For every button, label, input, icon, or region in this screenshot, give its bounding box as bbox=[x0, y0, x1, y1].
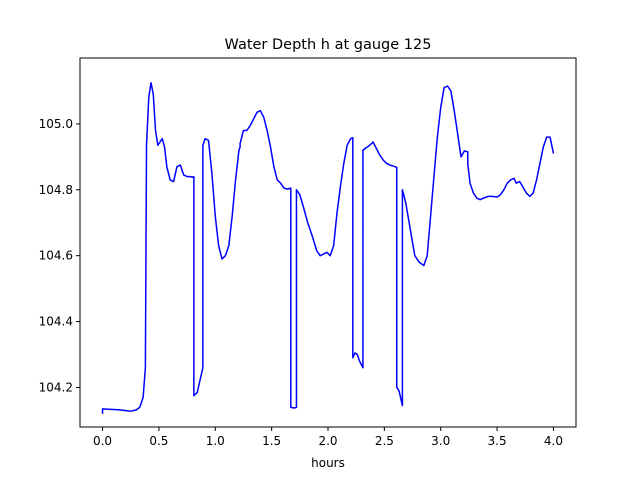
y-tick-label: 104.2 bbox=[39, 380, 73, 394]
y-tick-label: 104.4 bbox=[39, 315, 73, 329]
y-tick-label: 105.0 bbox=[39, 117, 73, 131]
x-axis: 0.0 0.5 1.0 1.5 2.0 2.5 3.0 3.5 4.0 bbox=[93, 427, 563, 448]
x-tick-label: 1.0 bbox=[206, 434, 225, 448]
x-tick-label: 0.5 bbox=[149, 434, 168, 448]
y-tick-label: 104.6 bbox=[39, 249, 73, 263]
x-tick-label: 2.0 bbox=[318, 434, 337, 448]
y-tick-label: 104.8 bbox=[39, 183, 73, 197]
x-tick-label: 4.0 bbox=[544, 434, 563, 448]
x-tick-label: 0.0 bbox=[93, 434, 112, 448]
y-axis: 104.2 104.4 104.6 104.8 105.0 bbox=[39, 117, 80, 394]
x-tick-label: 1.5 bbox=[262, 434, 281, 448]
series-layer bbox=[101, 81, 555, 414]
x-tick-label: 2.5 bbox=[375, 434, 394, 448]
chart-title: Water Depth h at gauge 125 bbox=[225, 37, 432, 53]
x-tick-label: 3.5 bbox=[488, 434, 507, 448]
x-tick-label: 3.0 bbox=[431, 434, 450, 448]
series-line-0 bbox=[101, 81, 555, 414]
x-axis-label: hours bbox=[311, 456, 345, 470]
